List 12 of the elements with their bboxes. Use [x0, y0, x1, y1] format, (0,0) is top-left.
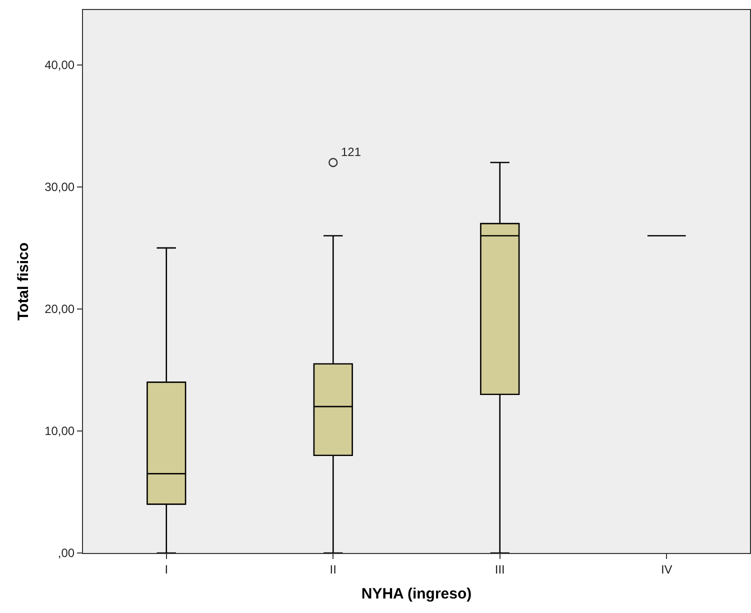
x-axis-title: NYHA (ingreso): [361, 585, 472, 602]
x-tick-label: I: [164, 562, 168, 576]
x-tick-label: II: [330, 562, 336, 576]
y-tick-label: 30,00: [44, 180, 75, 194]
y-axis-title: Total fisico: [14, 242, 32, 321]
y-tick-label: ,00: [58, 546, 75, 560]
x-tick-label: III: [494, 562, 505, 576]
annotation: 121: [341, 145, 362, 159]
y-tick-label: 20,00: [44, 302, 75, 316]
x-tick-label: IV: [660, 562, 672, 576]
y-tick-label: 10,00: [44, 424, 75, 438]
y-tick-label: 40,00: [44, 58, 75, 72]
